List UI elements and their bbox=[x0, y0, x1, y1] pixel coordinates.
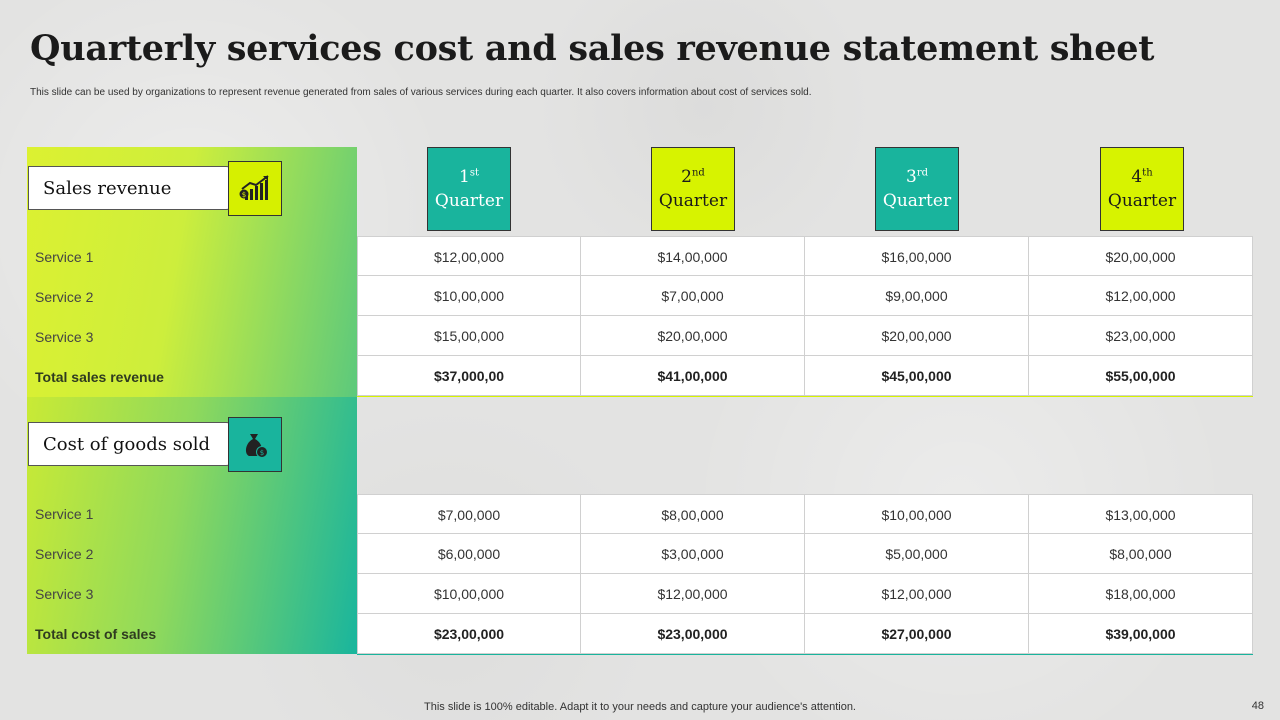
page-number: 48 bbox=[1251, 700, 1264, 712]
quarter-1-suffix: st bbox=[469, 167, 479, 179]
quarter-3-header: 3rd Quarter bbox=[875, 147, 959, 231]
row-label-sales-service-3: Service 3 bbox=[35, 329, 94, 345]
quarter-4-number: 4 bbox=[1131, 167, 1143, 187]
table-cell: $12,00,000 bbox=[357, 236, 581, 276]
money-bag-icon: $ bbox=[228, 417, 282, 472]
table-cell: $20,00,000 bbox=[805, 316, 1029, 356]
table-cell: $12,00,000 bbox=[805, 574, 1029, 614]
table-cell: $7,00,000 bbox=[357, 494, 581, 534]
quarter-2-suffix: nd bbox=[691, 167, 705, 179]
quarter-2-header: 2nd Quarter bbox=[651, 147, 735, 231]
svg-text:$: $ bbox=[242, 191, 246, 199]
quarter-1-label: Quarter bbox=[434, 191, 504, 211]
total-cell: $23,00,000 bbox=[581, 614, 805, 654]
table-cell: $9,00,000 bbox=[805, 276, 1029, 316]
quarter-4-suffix: th bbox=[1142, 167, 1153, 179]
total-cell: $39,00,000 bbox=[1029, 614, 1253, 654]
total-cell: $45,00,000 bbox=[805, 356, 1029, 396]
table-cell: $8,00,000 bbox=[581, 494, 805, 534]
quarter-2-number: 2 bbox=[681, 167, 692, 187]
row-label-total-cost-of-sales: Total cost of sales bbox=[35, 626, 157, 642]
quarter-1-header: 1st Quarter bbox=[427, 147, 511, 231]
table-cell: $16,00,000 bbox=[805, 236, 1029, 276]
table-cell: $23,00,000 bbox=[1029, 316, 1253, 356]
table-cell: $5,00,000 bbox=[805, 534, 1029, 574]
quarter-3-number: 3 bbox=[905, 167, 917, 187]
svg-text:$: $ bbox=[260, 449, 264, 457]
row-label-sales-service-2: Service 2 bbox=[35, 289, 94, 305]
page-subtitle: This slide can be used by organizations … bbox=[30, 87, 812, 98]
cost-of-goods-heading: Cost of goods sold bbox=[28, 422, 234, 466]
table-cell: $20,00,000 bbox=[1029, 236, 1253, 276]
table-cell: $6,00,000 bbox=[357, 534, 581, 574]
table-cell: $8,00,000 bbox=[1029, 534, 1253, 574]
row-label-total-sales-revenue: Total sales revenue bbox=[35, 369, 164, 385]
table-cell: $13,00,000 bbox=[1029, 494, 1253, 534]
cost-of-goods-table: $7,00,000 $8,00,000 $10,00,000 $13,00,00… bbox=[357, 494, 1253, 655]
total-cell: $23,00,000 bbox=[357, 614, 581, 654]
table-cell: $12,00,000 bbox=[1029, 276, 1253, 316]
table-cell: $14,00,000 bbox=[581, 236, 805, 276]
quarter-4-header: 4th Quarter bbox=[1100, 147, 1184, 231]
growth-chart-icon: $ bbox=[228, 161, 282, 216]
total-cell: $37,000,00 bbox=[357, 356, 581, 396]
table-cell: $20,00,000 bbox=[581, 316, 805, 356]
table-cell: $12,00,000 bbox=[581, 574, 805, 614]
sales-revenue-table: $12,00,000 $14,00,000 $16,00,000 $20,00,… bbox=[357, 236, 1253, 397]
total-cell: $41,00,000 bbox=[581, 356, 805, 396]
table-cell: $7,00,000 bbox=[581, 276, 805, 316]
row-label-panel: Sales revenue $ Cost of goods sold $ Ser… bbox=[27, 147, 357, 654]
quarter-1-number: 1 bbox=[459, 167, 470, 187]
quarter-2-label: Quarter bbox=[658, 191, 728, 211]
table-cell: $10,00,000 bbox=[357, 574, 581, 614]
quarter-4-label: Quarter bbox=[1107, 191, 1177, 211]
page-title: Quarterly services cost and sales revenu… bbox=[30, 28, 1155, 69]
table-cell: $10,00,000 bbox=[805, 494, 1029, 534]
table-cell: $18,00,000 bbox=[1029, 574, 1253, 614]
total-cell: $27,00,000 bbox=[805, 614, 1029, 654]
table-cell: $3,00,000 bbox=[581, 534, 805, 574]
row-label-cost-service-2: Service 2 bbox=[35, 546, 94, 562]
total-cell: $55,00,000 bbox=[1029, 356, 1253, 396]
quarter-3-suffix: rd bbox=[916, 167, 928, 179]
table-cell: $10,00,000 bbox=[357, 276, 581, 316]
row-label-sales-service-1: Service 1 bbox=[35, 249, 94, 265]
sales-revenue-heading: Sales revenue bbox=[28, 166, 234, 210]
table-cell: $15,00,000 bbox=[357, 316, 581, 356]
quarter-3-label: Quarter bbox=[882, 191, 952, 211]
footer-note: This slide is 100% editable. Adapt it to… bbox=[424, 701, 856, 713]
row-label-cost-service-3: Service 3 bbox=[35, 586, 94, 602]
row-label-cost-service-1: Service 1 bbox=[35, 506, 94, 522]
